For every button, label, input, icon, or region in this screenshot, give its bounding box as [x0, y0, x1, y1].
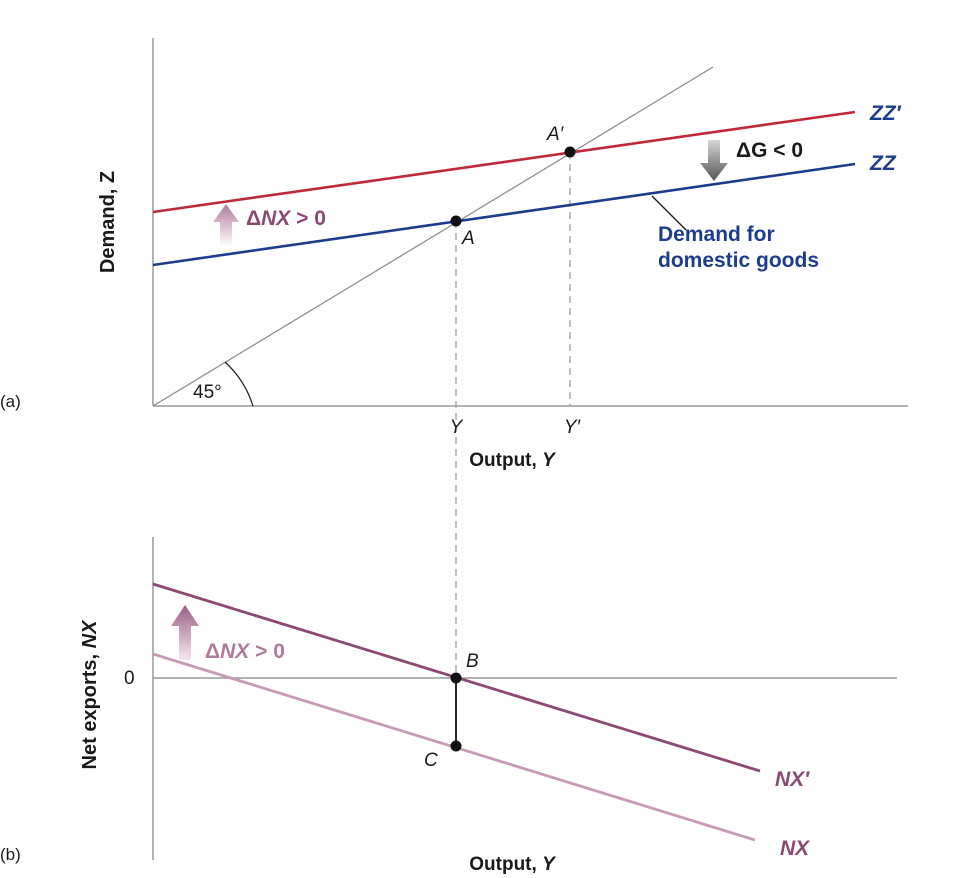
- panel-b-y-axis-title: Net exports, NX: [79, 619, 101, 770]
- panel-b: B C ΔNX > 0 NX′ NX 0 Net exports, NX Out…: [0, 537, 897, 875]
- delta-nx-label-a: ΔNX > 0: [246, 207, 326, 230]
- angle-label: 45°: [193, 382, 222, 403]
- callout-line-1: Demand for: [658, 223, 775, 246]
- panel-b-x-axis-title: Output, Y: [469, 854, 557, 875]
- point-b-marker: [450, 672, 462, 684]
- tick-y: Y: [450, 417, 464, 438]
- point-a-prime-label: A′: [546, 124, 565, 145]
- panel-a-x-axis-title: Output, Y: [469, 450, 557, 471]
- zz-prime-label: ZZ′: [869, 102, 902, 125]
- nx-label: NX: [780, 837, 811, 860]
- delta-g-down-arrow-icon: [700, 140, 728, 181]
- point-a-prime-marker: [564, 146, 576, 158]
- panel-a: 45° A A′ ZZ′ ZZ ΔNX > 0 ΔG < 0 Demand fo…: [0, 38, 908, 680]
- point-b-label: B: [466, 651, 479, 672]
- zz-label: ZZ: [869, 152, 897, 175]
- delta-nx-up-arrow-icon: [213, 204, 239, 246]
- nx-prime-label: NX′: [775, 768, 810, 791]
- point-c-marker: [450, 740, 462, 752]
- point-a-label: A: [461, 228, 475, 249]
- zz-prime-line: [152, 110, 856, 214]
- callout-pointer: [651, 195, 687, 231]
- panel-a-label: (a): [0, 392, 21, 411]
- callout-line-2: domestic goods: [658, 249, 819, 272]
- point-a-marker: [450, 215, 462, 227]
- panel-b-label: (b): [0, 845, 21, 864]
- panel-a-y-axis-title: Demand, Z: [97, 171, 119, 273]
- zz-line: [152, 162, 856, 267]
- forty-five-degree-line: [152, 66, 714, 407]
- point-c-label: C: [424, 750, 438, 771]
- forty-five-angle-arc: [224, 361, 254, 407]
- zero-tick-label: 0: [124, 668, 135, 689]
- delta-nx-up-arrow-icon-b: [171, 605, 199, 660]
- delta-nx-label-b: ΔNX > 0: [205, 640, 285, 663]
- delta-g-label: ΔG < 0: [736, 139, 803, 162]
- tick-y-prime: Y′: [564, 417, 582, 438]
